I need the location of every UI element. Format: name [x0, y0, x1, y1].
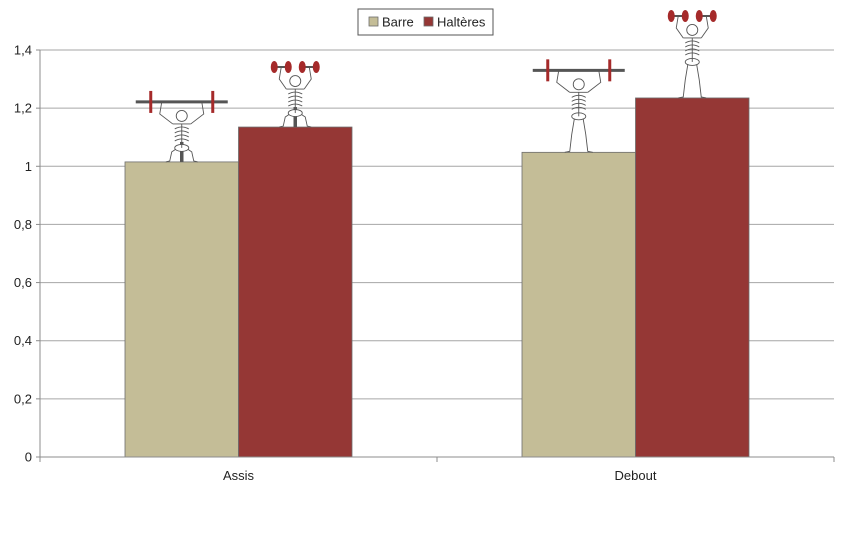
legend-swatch — [368, 16, 379, 27]
y-tick-label: 1 — [25, 159, 32, 174]
category-label: Debout — [615, 468, 657, 483]
legend-label: Haltères — [437, 15, 486, 30]
bar-barre-debout — [521, 151, 636, 458]
bars — [124, 97, 750, 458]
bar-halteres-debout — [635, 97, 750, 458]
y-tick-label: 0,6 — [14, 275, 32, 290]
standing-barbell-press-skeleton-icon — [532, 59, 625, 153]
y-tick-label: 0,4 — [14, 333, 32, 348]
axes — [36, 50, 835, 462]
legend-label: Barre — [382, 15, 414, 30]
seated-barbell-press-skeleton-icon — [135, 90, 228, 163]
y-tick-label: 0,2 — [14, 391, 32, 406]
y-tick-label: 1,2 — [14, 101, 32, 116]
category-label: Assis — [223, 468, 255, 483]
legend-swatch — [423, 16, 434, 27]
legend: Barre Haltères — [357, 8, 494, 36]
bar-halteres-assis — [238, 126, 353, 458]
y-axis-tick-labels: 0 0,2 0,4 0,6 0,8 1 1,2 1,4 — [14, 43, 40, 465]
x-axis-category-labels: Assis Debout — [223, 468, 657, 483]
standing-dumbbell-press-skeleton-icon — [667, 9, 717, 99]
bar-icons — [135, 9, 717, 163]
bar-barre-assis — [124, 161, 239, 458]
y-tick-label: 0,8 — [14, 217, 32, 232]
y-tick-label: 0 — [25, 450, 32, 465]
seated-dumbbell-press-skeleton-icon — [270, 61, 320, 128]
y-tick-label: 1,4 — [14, 43, 32, 58]
